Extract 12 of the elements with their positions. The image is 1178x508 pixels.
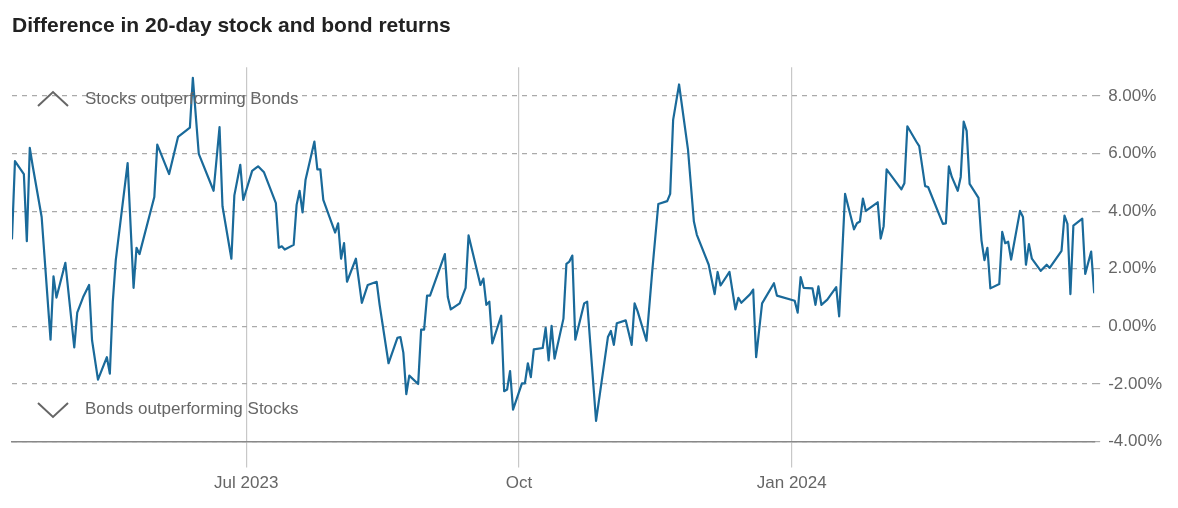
y-tick-label: 6.00% [1108,143,1157,163]
x-tick-label: Jul 2023 [214,473,279,493]
chart-title: Difference in 20-day stock and bond returns [12,13,451,37]
annotation: Bonds outperforming Stocks [85,399,299,419]
x-tick-label: Jan 2024 [756,473,827,493]
y-tick-label: 0.00% [1108,316,1157,336]
y-tick-label: 8.00% [1108,85,1157,105]
y-tick-label: 2.00% [1108,258,1157,278]
y-tick-label: -2.00% [1108,373,1163,393]
y-tick-label: -4.00% [1108,431,1163,451]
x-tick-label: Oct [505,473,533,493]
y-tick-label: 4.00% [1108,200,1157,220]
